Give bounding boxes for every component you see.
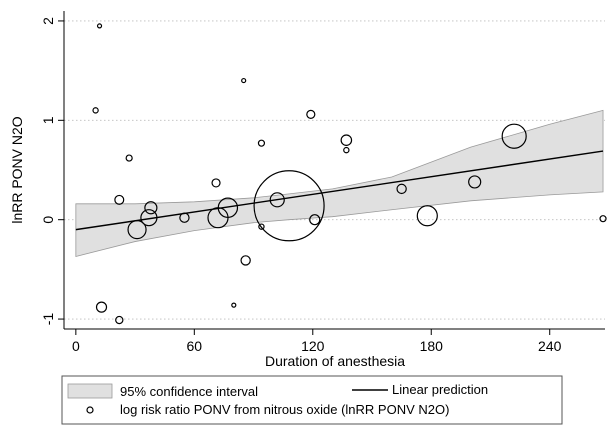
scatter-point bbox=[144, 201, 158, 215]
scatter-point bbox=[416, 205, 438, 227]
legend-line-label: Linear prediction bbox=[392, 382, 488, 397]
x-tick-label: 120 bbox=[301, 338, 325, 354]
x-tick-label: 180 bbox=[420, 338, 444, 354]
x-tick-label: 240 bbox=[538, 338, 562, 354]
scatter-point bbox=[258, 223, 265, 230]
y-tick-label: -1 bbox=[40, 313, 56, 326]
legend-ci-label: 95% confidence interval bbox=[120, 384, 258, 399]
scatter-point bbox=[96, 23, 103, 29]
scatter-point bbox=[115, 315, 124, 325]
scatter-point bbox=[501, 123, 527, 149]
scatter-point bbox=[306, 109, 316, 119]
legend-marker-label: log risk ratio PONV from nitrous oxide (… bbox=[120, 402, 449, 417]
scatter-point bbox=[253, 170, 325, 242]
scatter-point bbox=[217, 197, 239, 218]
x-tick-label: 60 bbox=[187, 338, 203, 354]
legend-ci-swatch bbox=[67, 383, 113, 399]
x-axis-title: Duration of anesthesia bbox=[265, 353, 405, 369]
scatter-point bbox=[125, 154, 133, 162]
confidence-band bbox=[75, 109, 604, 257]
scatter-point bbox=[95, 301, 108, 313]
legend-marker-swatch bbox=[86, 406, 94, 414]
scatter-point bbox=[257, 139, 266, 147]
scatter-point bbox=[231, 302, 237, 308]
y-tick-label: 2 bbox=[40, 17, 56, 25]
scatter-point bbox=[241, 77, 247, 84]
scatter-point bbox=[309, 214, 321, 226]
x-tick-label: 0 bbox=[72, 338, 80, 354]
legend-box bbox=[61, 375, 563, 425]
scatter-point bbox=[92, 107, 99, 114]
scatter-point bbox=[396, 183, 407, 195]
scatter-point bbox=[140, 209, 158, 227]
scatter-point bbox=[468, 175, 482, 189]
scatter-point bbox=[240, 255, 251, 266]
scatter-point bbox=[114, 194, 125, 205]
scatter-point bbox=[269, 192, 285, 208]
scatter-point bbox=[343, 146, 350, 154]
y-tick-label: 0 bbox=[40, 216, 56, 224]
scatter-point bbox=[599, 215, 607, 223]
legend: 95% confidence interval Linear predictio… bbox=[61, 375, 563, 425]
linear-prediction-line bbox=[75, 150, 604, 231]
y-axis-title: lnRR PONV N2O bbox=[9, 116, 25, 223]
y-tick-label: 1 bbox=[40, 116, 56, 124]
scatter-point bbox=[179, 212, 190, 223]
scatter-points bbox=[92, 23, 607, 325]
scatter-point bbox=[127, 220, 147, 240]
scatter-point bbox=[340, 134, 353, 146]
scatter-point bbox=[211, 178, 221, 188]
